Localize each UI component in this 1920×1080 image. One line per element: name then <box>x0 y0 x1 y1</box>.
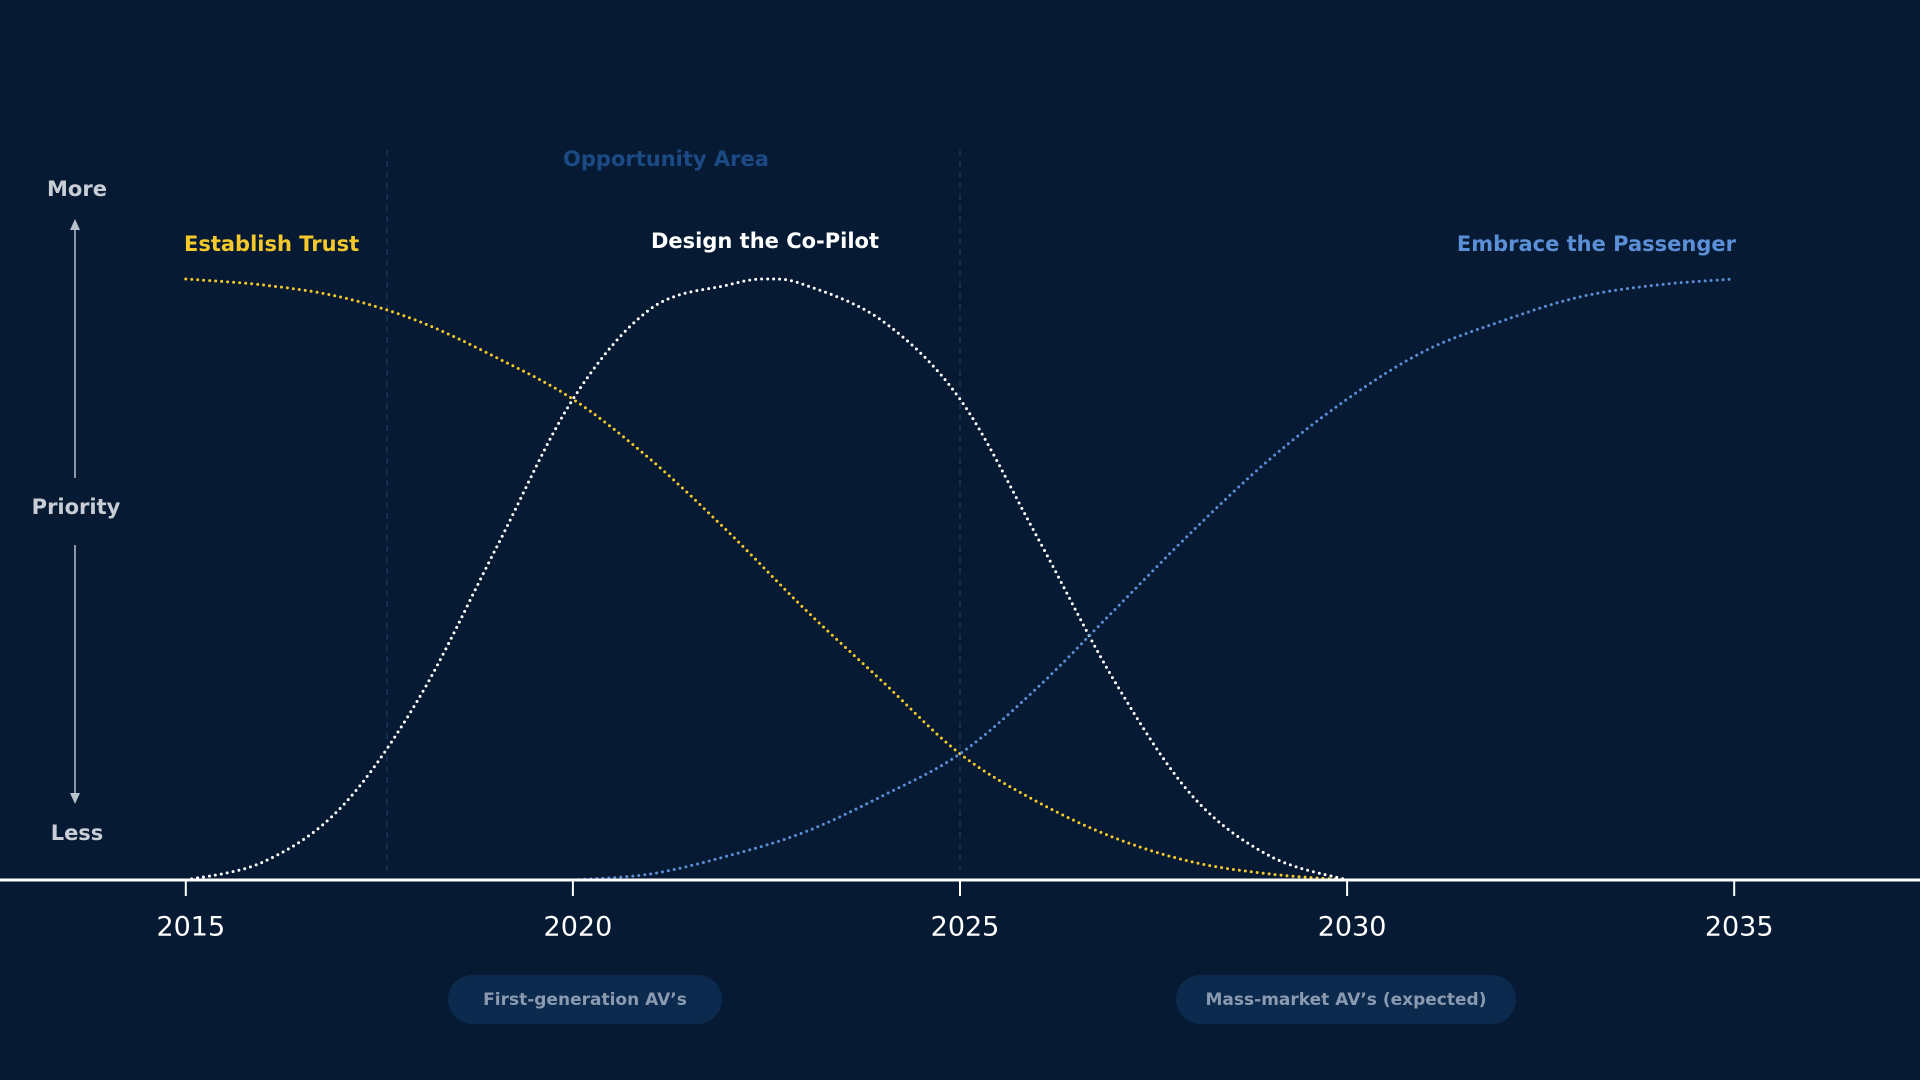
annotation-label: First-generation AV’s <box>483 990 687 1010</box>
series-line <box>184 277 1349 882</box>
arrow-head <box>70 793 80 804</box>
series-label: Embrace the Passenger <box>1457 232 1737 256</box>
opportunity-label: Opportunity Area <box>563 147 769 171</box>
annotation-pill <box>1176 975 1516 1024</box>
y-label-bottom: Less <box>51 821 104 845</box>
arrow-head <box>70 219 80 230</box>
x-tick-label: 2020 <box>544 912 613 943</box>
y-label-top: More <box>47 177 107 201</box>
series-label: Design the Co-Pilot <box>651 229 879 253</box>
x-tick-label: 2030 <box>1318 912 1387 943</box>
y-label-middle: Priority <box>32 495 121 519</box>
series-label: Establish Trust <box>184 232 359 256</box>
x-tick-label: 2015 <box>156 912 225 943</box>
annotation-pill <box>448 975 722 1024</box>
x-tick-label: 2025 <box>931 912 1000 943</box>
x-tick-label: 2035 <box>1705 912 1774 943</box>
annotation-label: Mass-market AV’s (expected) <box>1206 990 1487 1010</box>
